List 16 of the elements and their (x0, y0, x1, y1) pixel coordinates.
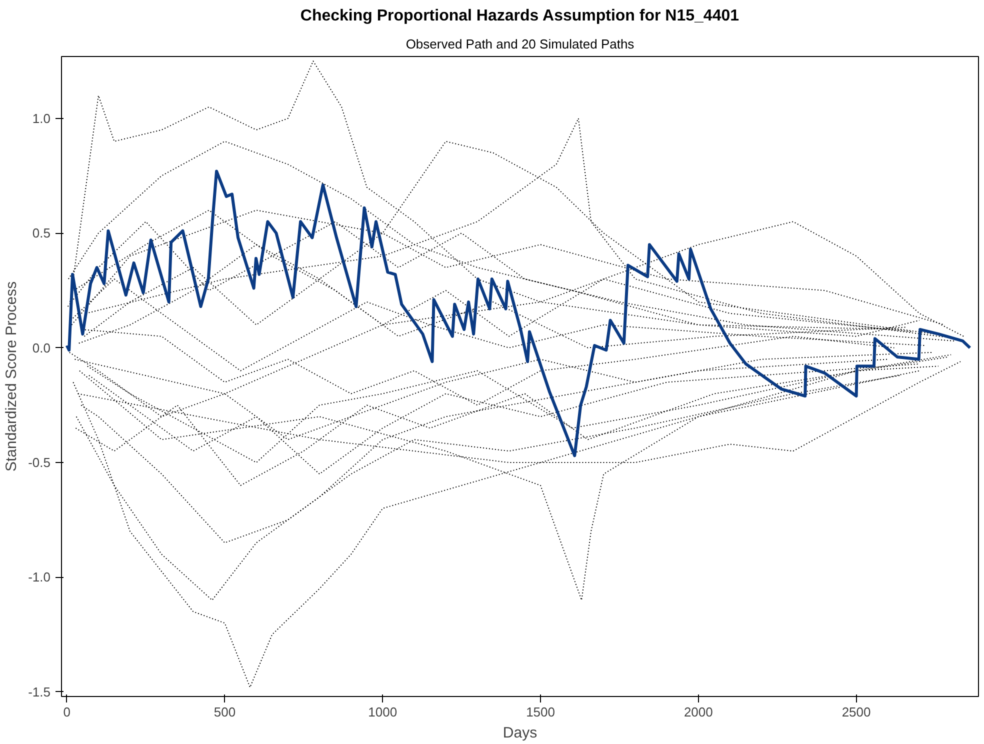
y-tick-label: -1.0 (28, 570, 51, 585)
x-tick-label: 1500 (526, 704, 555, 720)
chart-title: Checking Proportional Hazards Assumption for N15_4401 (300, 8, 740, 24)
x-axis-title: Days (502, 724, 538, 742)
y-tick-label: -0.5 (28, 455, 51, 470)
y-axis-title: Standardized Score Process (3, 281, 20, 472)
x-tick-label: 0 (63, 704, 70, 720)
y-tick-label: 0.5 (32, 226, 51, 241)
y-tick-label: 0.0 (32, 340, 51, 356)
y-tick-label: 1.0 (32, 110, 51, 126)
chart-subtitle: Observed Path and 20 Simulated Paths (406, 36, 635, 52)
x-tick-label: 2500 (842, 704, 871, 720)
x-tick-label: 500 (214, 704, 236, 720)
x-tick-label: 2000 (684, 704, 713, 720)
y-tick-label: -1.5 (28, 684, 51, 700)
x-tick-label: 1000 (368, 704, 398, 720)
